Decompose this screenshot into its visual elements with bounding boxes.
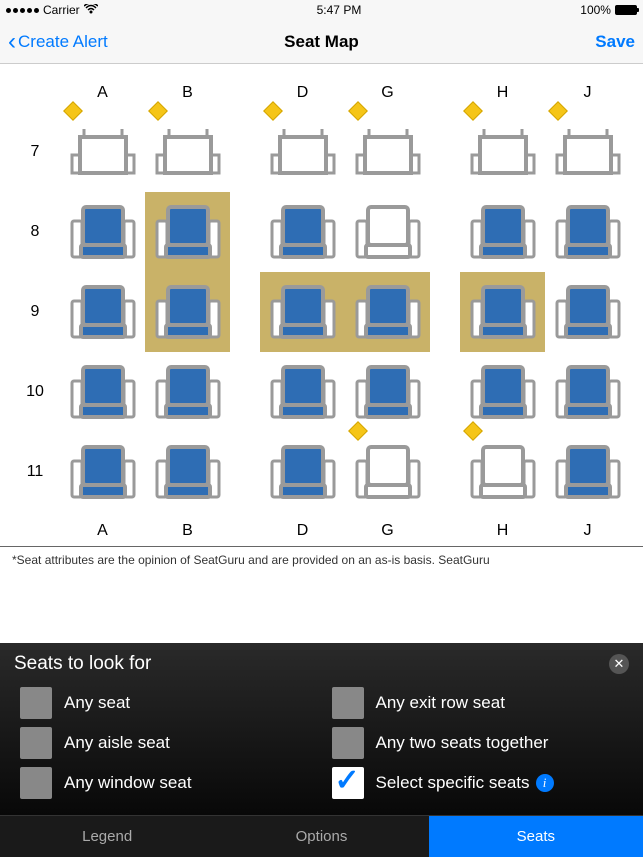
time-label: 5:47 PM xyxy=(317,3,362,17)
row-label: 9 xyxy=(10,303,60,321)
seat-11H[interactable] xyxy=(460,432,545,512)
seat-8A[interactable] xyxy=(60,192,145,272)
column-headers-top: AB DG HJ xyxy=(10,84,633,102)
seat-10A[interactable] xyxy=(60,352,145,432)
seat-11B[interactable] xyxy=(145,432,230,512)
option-label: Any aisle seat xyxy=(64,733,170,753)
col-header: J xyxy=(545,522,630,540)
diamond-icon xyxy=(548,101,568,121)
seat-7H[interactable] xyxy=(460,112,545,192)
back-button[interactable]: ‹ Create Alert xyxy=(8,28,108,56)
battery-label: 100% xyxy=(580,3,611,17)
diamond-icon xyxy=(148,101,168,121)
tab-seats[interactable]: Seats xyxy=(429,816,643,857)
checkbox[interactable] xyxy=(20,687,52,719)
seat-9D[interactable] xyxy=(260,272,345,352)
seat-map: ABDGHJ 7 xyxy=(0,64,643,540)
seat-9G[interactable] xyxy=(345,272,430,352)
diamond-icon xyxy=(263,101,283,121)
col-header: J xyxy=(545,84,630,102)
column-headers-bottom: AB DG HJ xyxy=(10,522,633,540)
row-label: 10 xyxy=(10,383,60,401)
panel-title: Seats to look for xyxy=(14,653,151,675)
row-label: 8 xyxy=(10,223,60,241)
col-header: A xyxy=(60,84,145,102)
option-select-specific-seats[interactable]: Select specific seats i xyxy=(332,767,624,799)
info-icon[interactable]: i xyxy=(536,774,554,792)
seat-8J[interactable] xyxy=(545,192,630,272)
diamond-icon xyxy=(463,101,483,121)
seat-row: 8 xyxy=(10,192,633,272)
seat-10J[interactable] xyxy=(545,352,630,432)
tab-bar: LegendOptionsSeats xyxy=(0,815,643,857)
col-header: A xyxy=(60,522,145,540)
seat-7D[interactable] xyxy=(260,112,345,192)
row-label: 11 xyxy=(10,463,60,481)
col-header: B xyxy=(145,522,230,540)
tab-legend[interactable]: Legend xyxy=(0,816,214,857)
col-header: G xyxy=(345,84,430,102)
seat-9J[interactable] xyxy=(545,272,630,352)
row-label: 7 xyxy=(10,143,60,161)
col-header: D xyxy=(260,522,345,540)
option-any-window-seat[interactable]: Any window seat xyxy=(20,767,312,799)
col-header: G xyxy=(345,522,430,540)
seat-11A[interactable] xyxy=(60,432,145,512)
option-any-aisle-seat[interactable]: Any aisle seat xyxy=(20,727,312,759)
seat-10D[interactable] xyxy=(260,352,345,432)
diamond-icon xyxy=(63,101,83,121)
save-button[interactable]: Save xyxy=(595,32,635,52)
option-label: Any two seats together xyxy=(376,733,549,753)
seat-row: 9 xyxy=(10,272,633,352)
seat-8G[interactable] xyxy=(345,192,430,272)
seat-9H[interactable] xyxy=(460,272,545,352)
seat-8H[interactable] xyxy=(460,192,545,272)
diamond-icon xyxy=(348,101,368,121)
footnote: *Seat attributes are the opinion of Seat… xyxy=(0,546,643,573)
seat-7G[interactable] xyxy=(345,112,430,192)
nav-bar: ‹ Create Alert Seat Map Save xyxy=(0,20,643,64)
col-header: D xyxy=(260,84,345,102)
checkbox[interactable] xyxy=(20,767,52,799)
option-label: Any exit row seat xyxy=(376,693,505,713)
signal-icon xyxy=(6,8,39,13)
seat-11J[interactable] xyxy=(545,432,630,512)
checkbox[interactable] xyxy=(332,687,364,719)
seat-8B[interactable] xyxy=(145,192,230,272)
seat-7A[interactable] xyxy=(60,112,145,192)
tab-options[interactable]: Options xyxy=(214,816,428,857)
status-bar: Carrier 5:47 PM 100% xyxy=(0,0,643,20)
seats-panel: Seats to look for ✕ Any seat Any exit ro… xyxy=(0,643,643,857)
battery-icon xyxy=(615,5,637,15)
seat-11G[interactable] xyxy=(345,432,430,512)
col-header: H xyxy=(460,522,545,540)
option-label: Any window seat xyxy=(64,773,192,793)
checkbox[interactable] xyxy=(20,727,52,759)
seat-9B[interactable] xyxy=(145,272,230,352)
option-any-seat[interactable]: Any seat xyxy=(20,687,312,719)
option-label: Select specific seats i xyxy=(376,773,554,793)
wifi-icon xyxy=(84,3,98,17)
option-label: Any seat xyxy=(64,693,130,713)
seat-row: 11 xyxy=(10,432,633,512)
seat-7B[interactable] xyxy=(145,112,230,192)
seat-11D[interactable] xyxy=(260,432,345,512)
close-button[interactable]: ✕ xyxy=(609,654,629,674)
seat-9A[interactable] xyxy=(60,272,145,352)
checkbox[interactable] xyxy=(332,767,364,799)
seat-8D[interactable] xyxy=(260,192,345,272)
col-header: H xyxy=(460,84,545,102)
col-header: B xyxy=(145,84,230,102)
option-any-two-seats-together[interactable]: Any two seats together xyxy=(332,727,624,759)
option-any-exit-row-seat[interactable]: Any exit row seat xyxy=(332,687,624,719)
carrier-label: Carrier xyxy=(43,3,80,17)
checkbox[interactable] xyxy=(332,727,364,759)
back-label: Create Alert xyxy=(18,32,108,52)
seat-row: 10 xyxy=(10,352,633,432)
seat-10B[interactable] xyxy=(145,352,230,432)
seat-row: 7 xyxy=(10,112,633,192)
page-title: Seat Map xyxy=(284,32,359,52)
seat-7J[interactable] xyxy=(545,112,630,192)
chevron-left-icon: ‹ xyxy=(8,28,16,56)
